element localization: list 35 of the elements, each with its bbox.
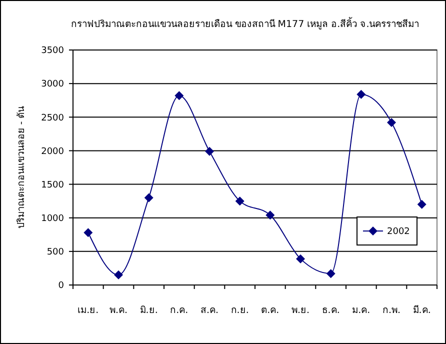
point (417, 200, 426, 209)
x-tick-label: ก.พ. (382, 305, 401, 316)
point (205, 146, 214, 156)
point (144, 193, 154, 202)
y-tick-label: 1500 (41, 180, 64, 190)
x-tick-label: มี.ค. (412, 304, 431, 316)
x-tick-label: มิ.ย. (140, 305, 158, 316)
x-tick-label: ส.ค. (200, 305, 219, 316)
y-tick-label: 500 (46, 248, 64, 258)
point (84, 228, 93, 238)
y-axis-title: ปริมาณตะกอนแขวนลอย - ตัน (16, 105, 27, 229)
y-tick-label: 1000 (41, 214, 64, 224)
x-tick-label: ต.ค. (261, 305, 280, 316)
y-tick-label: 3000 (41, 80, 64, 90)
x-tick-label: ก.ย. (230, 305, 249, 316)
point (266, 210, 275, 220)
point (387, 118, 396, 128)
point (296, 254, 305, 264)
x-tick-label: เม.ย. (78, 305, 99, 316)
y-tick-label: 3500 (41, 46, 64, 56)
y-tick-label: 2000 (41, 146, 64, 157)
x-tick-label: ธ.ค. (322, 305, 340, 316)
x-tick-label: ม.ค. (352, 305, 370, 316)
point (235, 196, 244, 206)
point (174, 91, 184, 100)
x-tick-label: พ.ค. (109, 305, 128, 316)
point (326, 269, 336, 278)
y-tick-label: 2500 (41, 113, 64, 124)
chart-title: กราฟปริมาณตะกอนแขวนลอยรายเดือน ของสถานี M177 เหมูล อ.สีคิ้ว จ.นครราชสีมา (70, 17, 420, 30)
point (114, 270, 123, 280)
y-tick-label: 0 (58, 281, 64, 292)
legend-label: 2002 (387, 227, 410, 238)
point (356, 90, 366, 99)
x-tick-label: พ.ย. (291, 305, 310, 316)
x-tick-label: ก.ค. (170, 305, 188, 316)
